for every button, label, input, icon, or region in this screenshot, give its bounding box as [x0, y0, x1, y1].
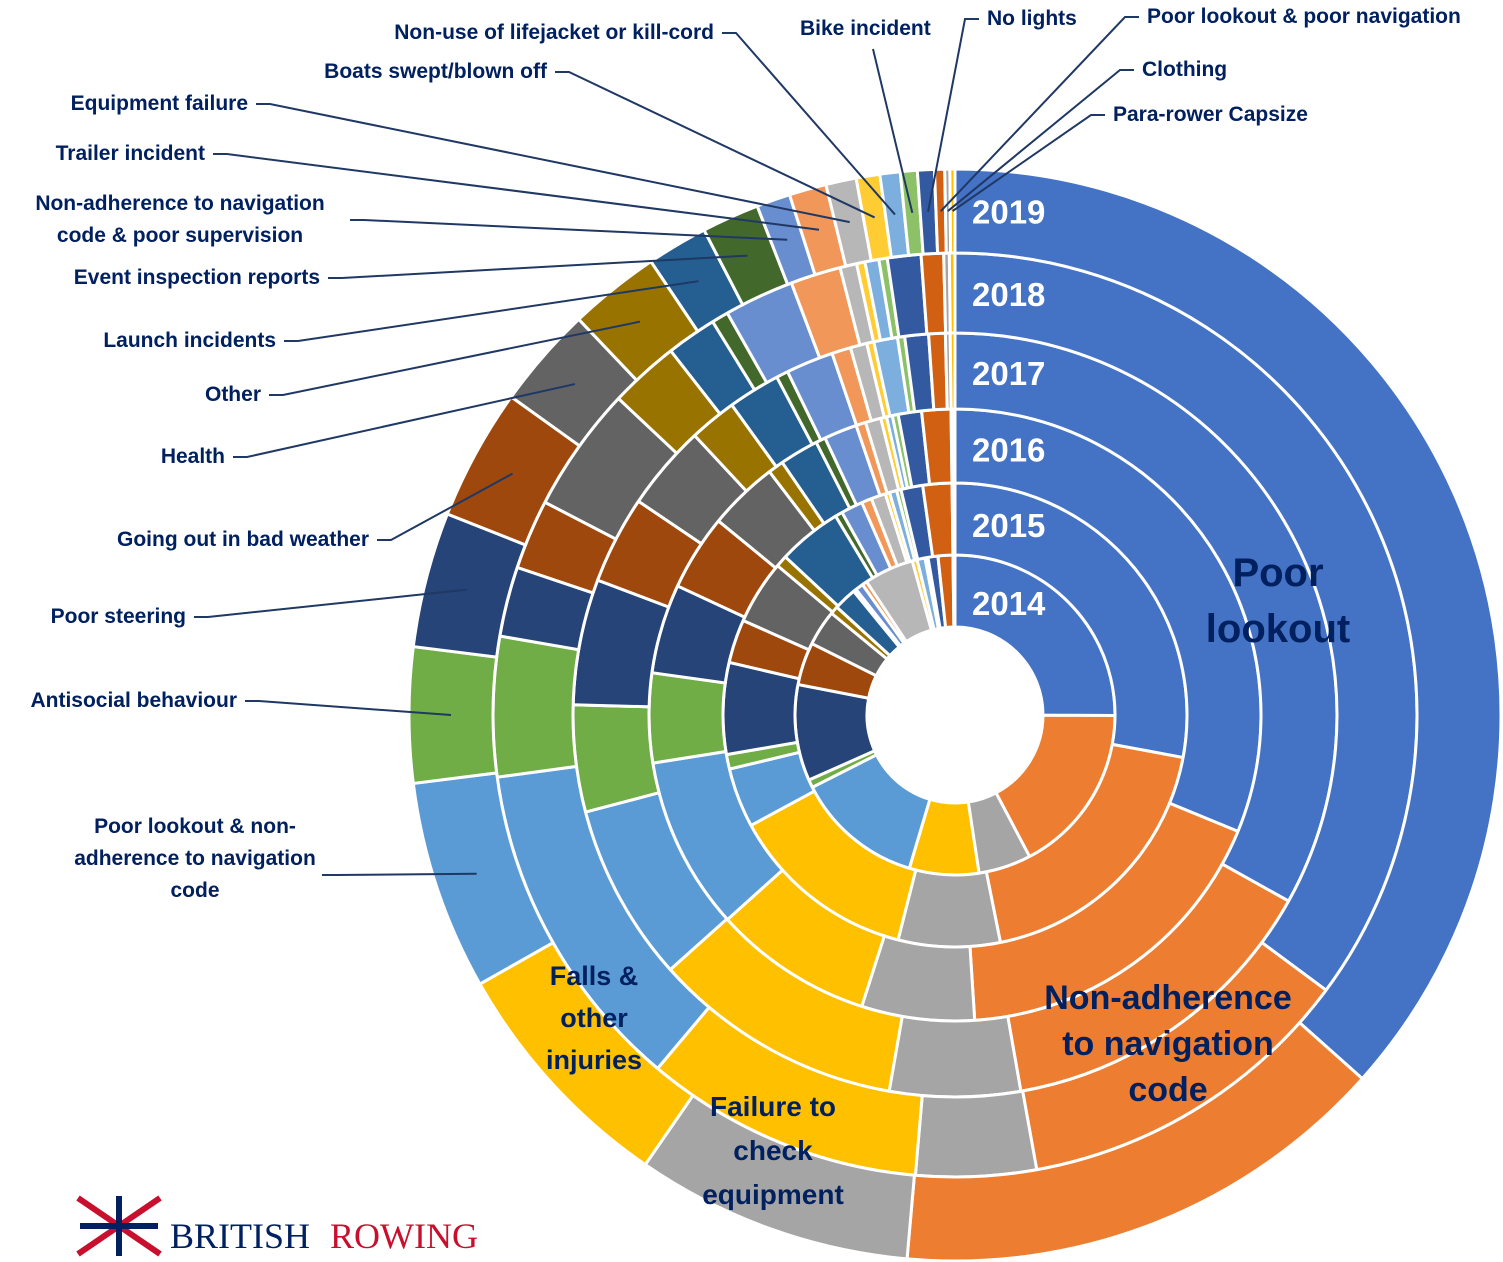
leader-line: [256, 103, 850, 224]
logo-text: BRITISH: [170, 1216, 310, 1256]
ring-label: 2016: [972, 431, 1045, 468]
leader-line: [194, 588, 467, 618]
leader-line: [233, 383, 576, 458]
leader-line: [872, 48, 914, 214]
leader-label: Health: [160, 445, 225, 468]
leader-line: [269, 320, 641, 396]
logo: [76, 1195, 162, 1257]
segment-label: Falls & other injuries: [545, 961, 643, 1075]
leader-label: Poor lookout & non-adherence to navigati…: [74, 815, 316, 902]
segment: [491, 634, 581, 779]
segment: [952, 553, 957, 629]
leader-label: Event inspection reports: [73, 266, 320, 289]
leader-label: Antisocial behaviour: [30, 689, 237, 712]
leader-line: [328, 254, 748, 279]
leader-line: [213, 153, 820, 231]
segment: [948, 331, 957, 411]
leader-label: Clothing: [1142, 58, 1228, 81]
segment: [951, 407, 957, 485]
segment: [948, 167, 957, 255]
ring-label: 2017: [972, 355, 1045, 392]
segment: [571, 703, 661, 814]
leader-label: Boats swept/blown off: [324, 60, 547, 83]
leader-label: Other: [204, 383, 261, 406]
leader-line: [952, 114, 1105, 212]
segment: [913, 1089, 1039, 1179]
leader-line: [284, 280, 699, 342]
leader-label: Non-adherence to navigation code & poor …: [35, 192, 325, 247]
leader-label: Equipment failure: [70, 92, 248, 115]
segment: [953, 167, 1503, 1081]
leader-line: [947, 69, 1134, 212]
segment: [887, 1014, 1023, 1099]
segment: [647, 671, 728, 765]
leader-label: Going out in bad weather: [117, 528, 369, 551]
leader-label: Trailer incident: [55, 142, 205, 165]
ring-label: 2018: [972, 276, 1045, 313]
leader-line: [377, 472, 514, 541]
leader-label: Launch incidents: [103, 329, 276, 352]
leader-line: [555, 71, 876, 219]
ring-label: 2015: [972, 507, 1045, 544]
leader-label: Para-rower Capsize: [1113, 103, 1308, 126]
leader-label: Poor lookout & poor navigation: [1147, 5, 1461, 28]
segment: [952, 481, 957, 557]
logo-text: ROWING: [330, 1216, 478, 1256]
leader-line: [940, 16, 1139, 212]
leader-line: [927, 18, 979, 212]
ring-label: 2014: [972, 585, 1046, 622]
segment: [947, 251, 957, 335]
segment: [919, 251, 948, 336]
leader-line: [350, 219, 788, 241]
segment-label: Failure to check equipment: [702, 1091, 844, 1210]
leader-label: Poor steering: [50, 605, 186, 628]
leader-label: No lights: [987, 7, 1077, 30]
leader-line: [722, 32, 896, 216]
leader-line: [322, 872, 477, 876]
leader-line: [245, 700, 452, 716]
leader-label: Bike incident: [800, 17, 931, 40]
segment: [407, 644, 499, 786]
leader-label: Non-use of lifejacket or kill-cord: [394, 21, 714, 44]
segment-label: Non-adherence to navigation code: [1044, 979, 1292, 1109]
segment-label: Poor lookout: [1205, 551, 1351, 651]
ring-label: 2019: [972, 193, 1045, 230]
